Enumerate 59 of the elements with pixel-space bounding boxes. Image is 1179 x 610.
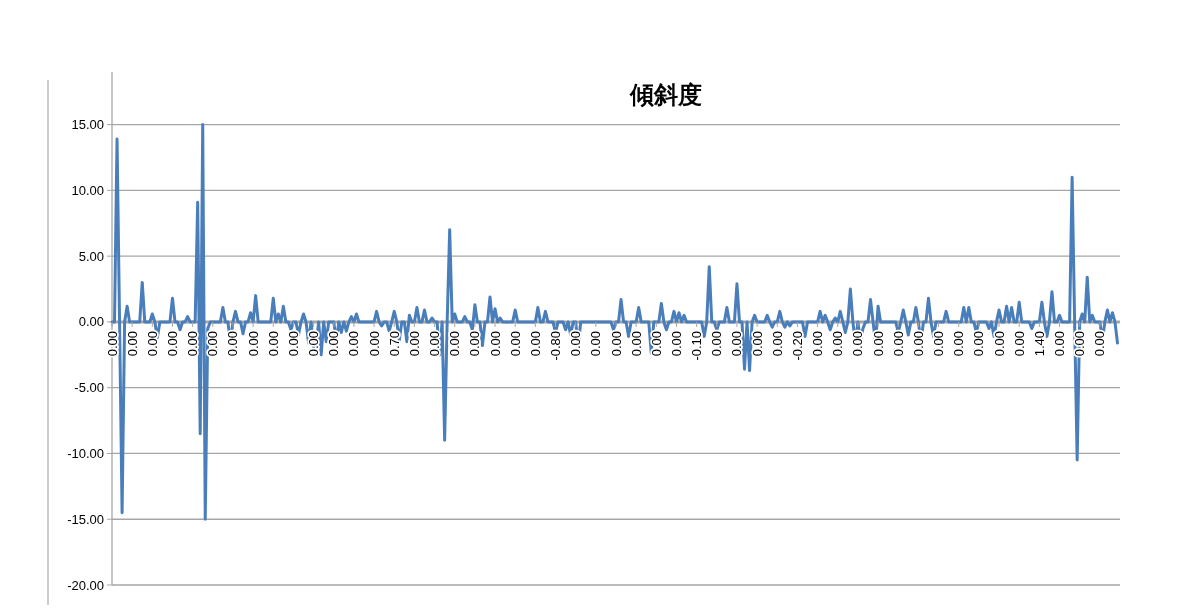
x-tick-label: 0.00	[850, 330, 866, 357]
x-tick-label: 0.00	[628, 330, 644, 357]
x-tick-label: 0.00	[1052, 330, 1068, 357]
x-tick-label: 0.00	[648, 330, 664, 357]
y-tick-label: -15.00	[67, 511, 104, 527]
x-tick-label: 0.00	[265, 330, 281, 357]
x-tick-label: 1.40	[1031, 330, 1047, 357]
x-tick-label: 0.00	[568, 330, 584, 357]
x-tick-label: 0.00	[810, 330, 826, 357]
x-tick-label: 0.00	[991, 330, 1007, 357]
x-tick-label: 0.00	[1011, 330, 1027, 357]
line-series	[110, 123, 1119, 521]
x-tick-label: 0.00	[467, 330, 483, 357]
x-tick-label: 0.00	[225, 330, 241, 357]
x-tick-label: 0.00	[406, 330, 422, 357]
x-tick-label: 0.00	[527, 330, 543, 357]
x-tick-label: 0.70	[386, 330, 402, 357]
x-tick-label: 0.00	[124, 330, 140, 357]
y-tick-label: 10.00	[71, 182, 104, 198]
y-tick-label: 5.00	[78, 248, 104, 264]
chart-title: 傾斜度	[629, 81, 702, 108]
x-tick-label: 0.00	[668, 330, 684, 357]
x-tick-label: 0.00	[769, 330, 785, 357]
x-tick-label: 0.00	[326, 330, 342, 357]
x-tick-label: 0.00	[709, 330, 725, 357]
x-tick-label: 0.00	[427, 330, 443, 357]
x-tick-label: 0.00	[366, 330, 382, 357]
x-tick-label: 0.00	[931, 330, 947, 357]
x-tick-label: 0.00	[890, 330, 906, 357]
x-tick-label: 0.00	[1092, 330, 1108, 357]
y-tick-label: -20.00	[67, 577, 104, 593]
x-tick-label: -0.80	[548, 330, 564, 361]
x-tick-label: 0.00	[729, 330, 745, 357]
x-tick-label: 0.00	[346, 330, 362, 357]
x-tick-label: 0.00	[951, 330, 967, 357]
x-tick-label: 0.00	[144, 330, 160, 357]
x-tick-label: 0.00	[205, 330, 221, 357]
x-tick-label: 0.00	[588, 330, 604, 357]
x-tick-label: -0.20	[789, 330, 805, 361]
x-tick-label: 0.00	[870, 330, 886, 357]
x-tick-label: 0.00	[1072, 330, 1088, 357]
x-tick-label: 0.00	[285, 330, 301, 357]
x-tick-label: 0.00	[164, 330, 180, 357]
x-tick-label: 0.00	[306, 330, 322, 357]
x-tick-label: 0.00	[608, 330, 624, 357]
x-tick-label: 0.00	[749, 330, 765, 357]
y-tick-label: -10.00	[67, 445, 104, 461]
x-tick-label: 0.00	[507, 330, 523, 357]
y-tick-label: 0.00	[78, 314, 104, 330]
y-tick-label: -5.00	[74, 380, 104, 396]
x-tick-label: 0.00	[447, 330, 463, 357]
x-tick-label: 0.00	[910, 330, 926, 357]
x-tick-label: 0.00	[971, 330, 987, 357]
x-tick-label: 0.00	[830, 330, 846, 357]
x-tick-label: -0.10	[689, 330, 705, 361]
x-tick-label: 0.00	[245, 330, 261, 357]
y-tick-label: 15.00	[71, 117, 104, 133]
x-tick-label: 0.00	[185, 330, 201, 357]
x-tick-label: 0.00	[487, 330, 503, 357]
